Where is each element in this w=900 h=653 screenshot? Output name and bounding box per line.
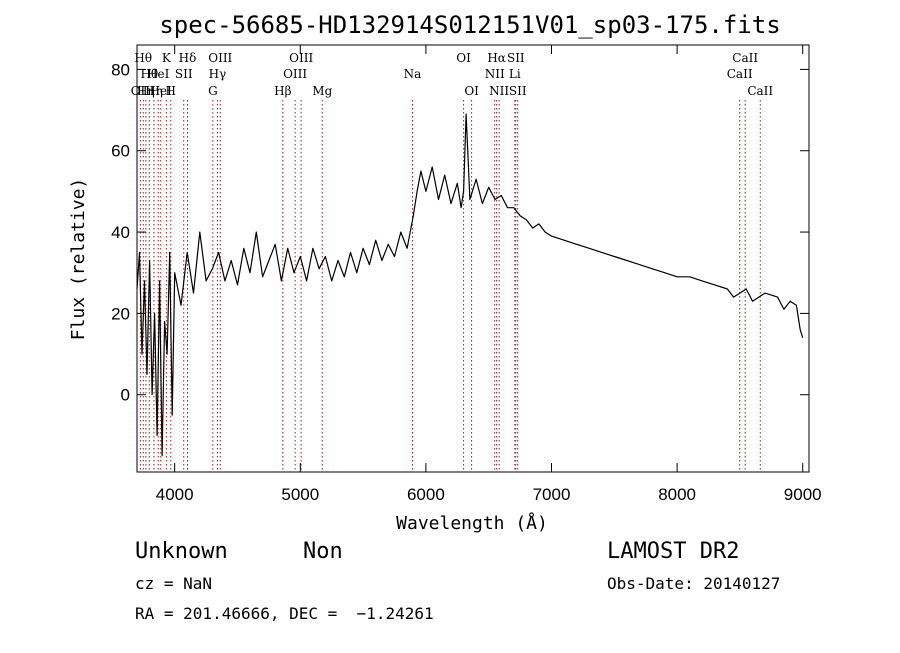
line-marker-label: OIII <box>208 51 232 65</box>
line-marker-label: SII <box>509 84 527 98</box>
plot-frame <box>136 44 810 473</box>
line-marker-label: CaII <box>727 67 753 81</box>
line-marker-label: NII <box>489 84 509 98</box>
chart-title: spec-56685-HD132914S012151V01_sp03-175.f… <box>159 11 780 39</box>
y-tick-label: 20 <box>111 304 130 323</box>
line-marker-label: OI <box>464 84 479 98</box>
x-tick-label: 4000 <box>156 485 194 504</box>
spectrum-series <box>136 113 804 457</box>
line-marker-label: Hη <box>137 84 155 98</box>
line-markers: OIIHθHηHθHηHeIHeIKHSIIHδGHγOIIIHβOIIIOII… <box>131 51 773 472</box>
x-axis: 4000 5000 6000 7000 8000 9000 <box>156 45 822 504</box>
y-tick-label: 80 <box>111 60 130 79</box>
line-marker-label: OII <box>131 84 151 98</box>
x-tick-label: 9000 <box>784 485 822 504</box>
line-marker-label: HeI <box>150 84 173 98</box>
x-axis-label: Wavelength (Å) <box>396 512 548 534</box>
survey-label: LAMOST DR2 <box>607 539 740 564</box>
y-tick-label: 60 <box>111 142 130 161</box>
line-marker-label: Hη <box>145 84 163 98</box>
line-marker-label: Hα <box>487 51 506 65</box>
line-marker-label: SII <box>175 67 193 81</box>
line-marker-label: Hγ <box>209 67 227 81</box>
y-axis-label: Flux (relative) <box>68 178 89 341</box>
line-marker-label: SII <box>507 51 525 65</box>
line-marker-label: Na <box>404 67 422 81</box>
x-tick-label: 6000 <box>407 485 445 504</box>
line-marker-label: OI <box>456 51 471 65</box>
subclass-label: Non <box>303 539 343 564</box>
line-marker-label: Hθ <box>140 67 158 81</box>
line-marker-label: Mg <box>312 84 332 98</box>
line-marker-label: NII <box>485 67 505 81</box>
x-tick-label: 7000 <box>533 485 571 504</box>
spectrum-line <box>136 113 804 457</box>
cz-label: cz = NaN <box>135 574 213 593</box>
coords-label: RA = 201.46666, DEC = −1.24261 <box>135 604 434 623</box>
y-axis: 0 20 40 60 80 <box>111 60 809 405</box>
class-label: Unknown <box>135 539 228 564</box>
x-tick-label: 8000 <box>658 485 696 504</box>
line-marker-label: H <box>166 84 176 98</box>
line-marker-label: HeI <box>147 67 170 81</box>
x-tick-label: 5000 <box>281 485 319 504</box>
line-marker-label: Hδ <box>179 51 197 65</box>
line-marker-label: OIII <box>283 67 307 81</box>
y-tick-label: 0 <box>121 386 130 405</box>
y-tick-label: 40 <box>111 223 130 242</box>
line-marker-label: Hβ <box>274 84 291 98</box>
line-marker-label: OIII <box>289 51 313 65</box>
line-marker-label: CaII <box>747 84 773 98</box>
line-marker-label: Hθ <box>134 51 152 65</box>
line-marker-label: G <box>208 84 218 98</box>
line-marker-label: K <box>162 51 172 65</box>
line-marker-label: CaII <box>732 51 758 65</box>
line-marker-label: Li <box>509 67 521 81</box>
obs-date-label: Obs-Date: 20140127 <box>607 574 781 593</box>
